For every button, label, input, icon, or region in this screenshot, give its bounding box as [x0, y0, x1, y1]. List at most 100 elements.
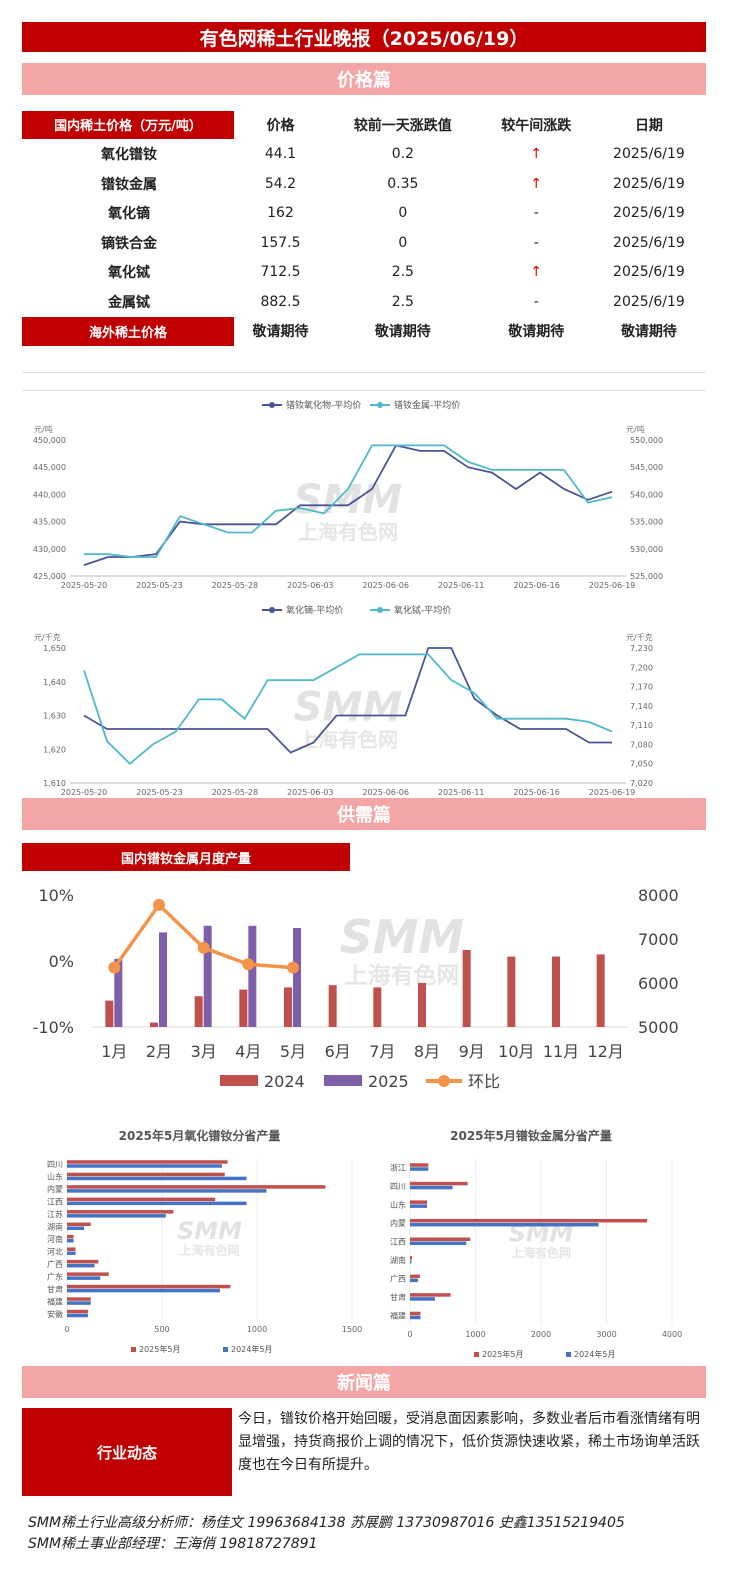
left-tick-label: 0%: [49, 952, 74, 971]
x-tick-label: 8月: [414, 1042, 440, 1061]
bar-2024: [67, 1189, 267, 1193]
left-tick-label: 1,630: [43, 712, 66, 721]
left-axis-unit: 元/吨: [34, 424, 53, 434]
legend-marker: [377, 607, 383, 613]
noon-change: -: [533, 234, 539, 251]
noon-change: -: [533, 205, 539, 222]
category-label: 广西: [390, 1274, 406, 1284]
bar-2025: [67, 1160, 228, 1164]
bar-2025: [67, 1172, 225, 1177]
bar-2024: [67, 1276, 101, 1280]
right-tick-label: 525,000: [630, 572, 663, 581]
x-tick-label: 2025-06-19: [589, 788, 636, 797]
left-tick-label: 430,000: [33, 545, 66, 554]
legend-swatch: [220, 1075, 258, 1086]
right-tick-label: 8000: [638, 886, 679, 905]
x-tick-label: 2025-06-11: [438, 581, 485, 590]
bar-2024: [67, 1201, 247, 1206]
category-label: 福建: [47, 1296, 63, 1306]
x-tick-label: 2025-05-20: [61, 581, 108, 590]
table-header-name: 国内稀土价格（万元/吨）: [22, 110, 236, 140]
left-tick-label: 435,000: [33, 518, 66, 527]
price-row: 氧化镝 162 0 - 2025/6/19: [22, 199, 706, 229]
category-label: 河南: [47, 1234, 63, 1244]
bar-2025: [114, 958, 123, 1027]
legend-marker: [438, 1075, 450, 1087]
price-change: 0.2: [391, 146, 414, 163]
x-tick-label: 9月: [459, 1042, 485, 1061]
x-tick-label: 0: [64, 1325, 69, 1334]
category-label: 广东: [47, 1271, 63, 1281]
price-name: 氧化镝: [108, 206, 150, 223]
x-tick-label: 2000: [531, 1330, 551, 1339]
overseas-value: 敬请期待: [252, 324, 309, 341]
price-date: 2025/6/19: [613, 146, 685, 163]
category-label: 河北: [47, 1246, 63, 1256]
noon-change: ↑: [530, 264, 543, 281]
bar-2024: [67, 1251, 76, 1255]
series-line: [83, 653, 613, 765]
price-row: 氧化镨钕 44.1 0.2 ↑ 2025/6/19: [22, 140, 706, 170]
price-name: 氧化镨钕: [101, 147, 157, 164]
right-axis-unit: 元/吨: [626, 424, 645, 434]
price-date: 2025/6/19: [613, 264, 685, 281]
x-tick-label: 1000: [465, 1330, 485, 1339]
category-label: 湖南: [47, 1222, 63, 1232]
right-tick-label: 545,000: [630, 463, 663, 472]
col-header-price: 价格: [266, 117, 295, 134]
x-tick-label: 2025-05-28: [212, 788, 259, 797]
price-name: 金属铽: [108, 294, 150, 311]
left-tick-label: 445,000: [33, 463, 66, 472]
price-date: 2025/6/19: [613, 175, 685, 192]
left-tick-label: 1,640: [43, 678, 66, 687]
legend-swatch: [474, 1352, 479, 1357]
x-tick-label: 0: [407, 1330, 412, 1339]
price-name: 镨钕金属: [101, 176, 157, 193]
x-tick-label: 4000: [662, 1330, 682, 1339]
bar-2024: [239, 989, 248, 1027]
news-box: 行业动态 今日，镨钕价格开始回暖，受消息面因素影响，多数业者后市看涨情绪有明显增…: [22, 1408, 706, 1496]
manager-contact: SMM稀土事业部经理：王海俏 19818727891: [28, 1536, 318, 1552]
bar-2024: [410, 1204, 428, 1208]
right-tick-label: 540,000: [630, 490, 663, 499]
right-tick-label: 7,200: [630, 663, 653, 672]
x-tick-label: 2025-06-06: [362, 581, 409, 590]
price-value: 157.5: [260, 234, 301, 251]
x-tick-label: 2025-06-03: [287, 788, 334, 797]
category-label: 浙江: [390, 1162, 406, 1172]
bar-2025: [410, 1311, 421, 1316]
category-label: 福建: [390, 1311, 406, 1321]
category-label: 山东: [47, 1172, 63, 1182]
bar-2024: [596, 954, 605, 1027]
x-tick-label: 500: [154, 1325, 169, 1334]
col-header-noon: 较午间涨跌: [501, 117, 572, 134]
legend-label: 镨钕金属-平均价: [394, 399, 460, 411]
domestic-price-label: 国内稀土价格（万元/吨）: [22, 110, 234, 139]
bar-2024: [410, 1297, 435, 1301]
bar-2024: [67, 1301, 91, 1305]
bar-2025: [410, 1237, 471, 1241]
category-label: 江西: [390, 1238, 406, 1247]
price-row: 金属铽 882.5 2.5 - 2025/6/19: [22, 287, 706, 317]
watermark-text: 上海有色网: [298, 520, 398, 544]
mom-point: [287, 961, 299, 974]
bar-2025: [410, 1274, 420, 1279]
bar-2024: [552, 956, 560, 1027]
series-line: [84, 444, 613, 558]
right-tick-label: 7,020: [630, 779, 653, 788]
x-tick-label: 12月: [587, 1042, 623, 1061]
bar-2024: [418, 983, 426, 1027]
bar-2024: [284, 987, 292, 1027]
bar-2024: [67, 1263, 95, 1268]
watermark-text: 上海有色网: [345, 962, 460, 989]
category-label: 四川: [47, 1160, 63, 1169]
category-label: 江西: [47, 1198, 63, 1207]
noon-change: ↑: [530, 175, 543, 192]
series-line: [83, 444, 613, 566]
price-name: 氧化铽: [108, 265, 150, 282]
bar-2024: [67, 1313, 88, 1318]
price-change: 0: [398, 234, 408, 251]
x-tick-label: 2025-05-20: [61, 788, 108, 797]
legend-label: 2025年5月: [482, 1349, 523, 1359]
